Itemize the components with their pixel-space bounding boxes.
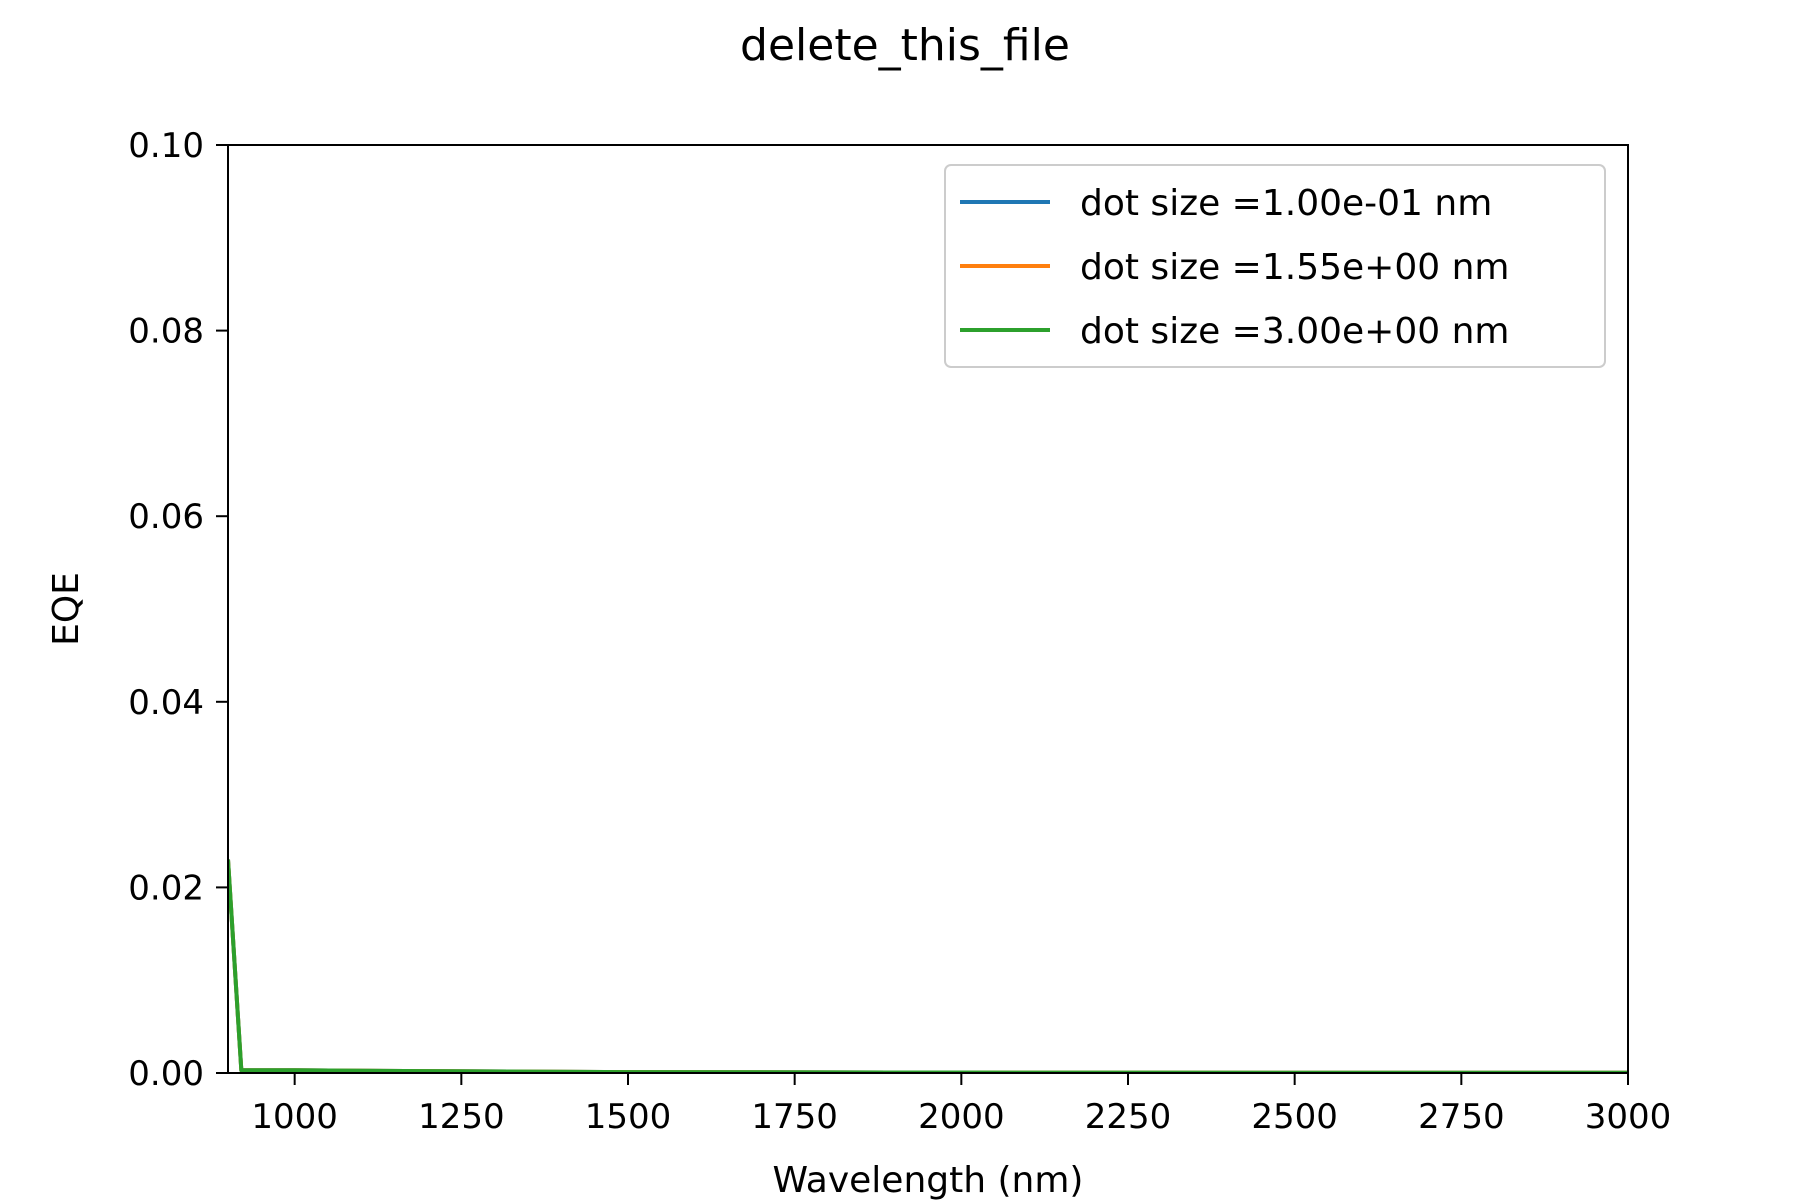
x-tick-label: 2500 — [1251, 1097, 1338, 1137]
legend-items: dot size =1.00e-01 nm dot size =1.55e+00 … — [960, 183, 1509, 352]
x-tick-label: 2000 — [918, 1097, 1005, 1137]
y-tick-label: 0.00 — [128, 1054, 204, 1094]
y-tick-label: 0.06 — [128, 497, 204, 537]
legend-label-1: dot size =1.00e-01 nm — [1080, 183, 1492, 224]
y-axis-ticks: 0.00 0.02 0.04 0.06 0.08 0.10 — [128, 126, 228, 1094]
legend: dot size =1.00e-01 nm dot size =1.55e+00 … — [944, 164, 1606, 368]
x-axis-ticks: 1000 1250 1500 1750 2000 2250 2500 2750 3000 — [251, 1073, 1671, 1137]
x-tick-label: 1000 — [251, 1097, 338, 1137]
y-tick-label: 0.02 — [128, 868, 204, 908]
x-tick-label: 1250 — [418, 1097, 505, 1137]
legend-label-3: dot size =3.00e+00 nm — [1080, 311, 1509, 352]
y-tick-label: 0.04 — [128, 683, 204, 723]
chart-title: delete_this_file — [740, 20, 1070, 71]
x-tick-label: 1500 — [585, 1097, 672, 1137]
x-tick-label: 3000 — [1585, 1097, 1672, 1137]
x-tick-label: 2750 — [1418, 1097, 1505, 1137]
x-tick-label: 1750 — [751, 1097, 838, 1137]
x-axis-label: Wavelength (nm) — [773, 1160, 1084, 1200]
x-tick-label: 2250 — [1085, 1097, 1172, 1137]
legend-label-2: dot size =1.55e+00 nm — [1080, 247, 1509, 288]
legend-box — [944, 164, 1606, 368]
y-tick-label: 0.10 — [128, 126, 204, 166]
y-axis-label: EQE — [46, 572, 87, 646]
y-tick-label: 0.08 — [128, 312, 204, 352]
plot-frame — [227, 144, 1629, 1074]
